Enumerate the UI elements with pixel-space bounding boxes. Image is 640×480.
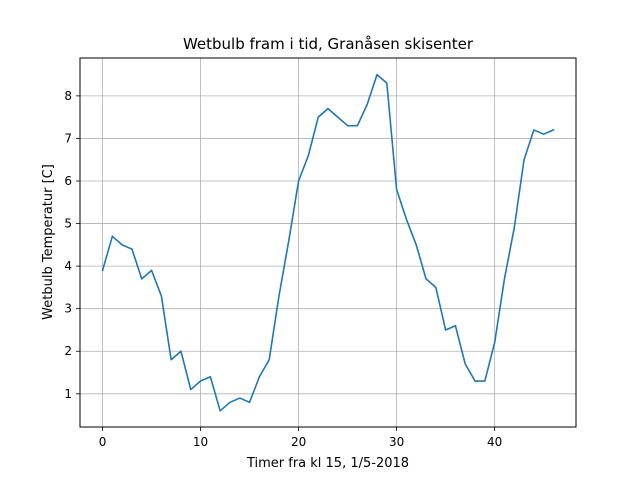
y-tick-label: 3 — [64, 302, 72, 316]
data-point — [523, 159, 525, 161]
y-axis-label: Wetbulb Temperatur [C] — [41, 164, 56, 320]
data-point — [111, 235, 113, 237]
y-tick-label: 5 — [64, 217, 72, 231]
data-point — [542, 133, 544, 135]
data-point — [278, 295, 280, 297]
data-point — [444, 329, 446, 331]
data-point — [199, 380, 201, 382]
data-point — [160, 295, 162, 297]
data-point — [288, 239, 290, 241]
y-tick-label: 7 — [64, 131, 72, 145]
data-point — [337, 116, 339, 118]
series-line — [101, 73, 555, 412]
data-point — [150, 269, 152, 271]
data-point — [141, 278, 143, 280]
data-point — [209, 376, 211, 378]
data-point — [356, 124, 358, 126]
data-point — [327, 107, 329, 109]
data-point — [405, 218, 407, 220]
data-point — [435, 286, 437, 288]
chart-title: Wetbulb fram i tid, Granåsen skisenter — [183, 35, 474, 53]
y-tick-label: 2 — [64, 344, 72, 358]
x-tick-label: 40 — [487, 435, 502, 449]
y-tick-label: 1 — [64, 387, 72, 401]
data-point — [425, 278, 427, 280]
data-point — [376, 73, 378, 75]
y-tick-label: 6 — [64, 174, 72, 188]
data-point — [131, 248, 133, 250]
y-tick-label: 4 — [64, 259, 72, 273]
data-point — [552, 129, 554, 131]
data-point — [474, 380, 476, 382]
data-point — [415, 244, 417, 246]
x-tick-labels: 0 10 20 30 40 — [99, 435, 503, 449]
data-point — [121, 244, 123, 246]
y-tick-label: 8 — [64, 89, 72, 103]
ticks — [76, 95, 496, 431]
x-axis-label: Timer fra kl 15, 1/5-2018 — [246, 456, 409, 471]
data-point — [219, 410, 221, 412]
data-point — [248, 401, 250, 403]
data-point — [386, 82, 388, 84]
data-point — [101, 269, 103, 271]
data-point — [346, 124, 348, 126]
data-point — [493, 342, 495, 344]
data-point — [170, 359, 172, 361]
data-point — [503, 278, 505, 280]
data-point — [513, 227, 515, 229]
data-point — [317, 116, 319, 118]
grid — [80, 58, 576, 427]
x-tick-label: 20 — [291, 435, 306, 449]
data-point — [533, 129, 535, 131]
x-tick-label: 0 — [99, 435, 107, 449]
x-tick-label: 30 — [389, 435, 404, 449]
data-point — [268, 359, 270, 361]
data-point — [190, 388, 192, 390]
y-tick-labels: 1 2 3 4 5 6 7 8 — [64, 89, 72, 401]
data-point — [454, 325, 456, 327]
data-point — [180, 350, 182, 352]
data-point — [366, 103, 368, 105]
data-point — [484, 380, 486, 382]
x-tick-label: 10 — [193, 435, 208, 449]
data-point — [395, 188, 397, 190]
data-point — [239, 397, 241, 399]
data-point — [297, 180, 299, 182]
data-point — [464, 363, 466, 365]
data-point — [229, 401, 231, 403]
plot-frame — [79, 57, 577, 428]
data-point — [307, 154, 309, 156]
data-point — [258, 376, 260, 378]
series-layer — [101, 73, 555, 412]
